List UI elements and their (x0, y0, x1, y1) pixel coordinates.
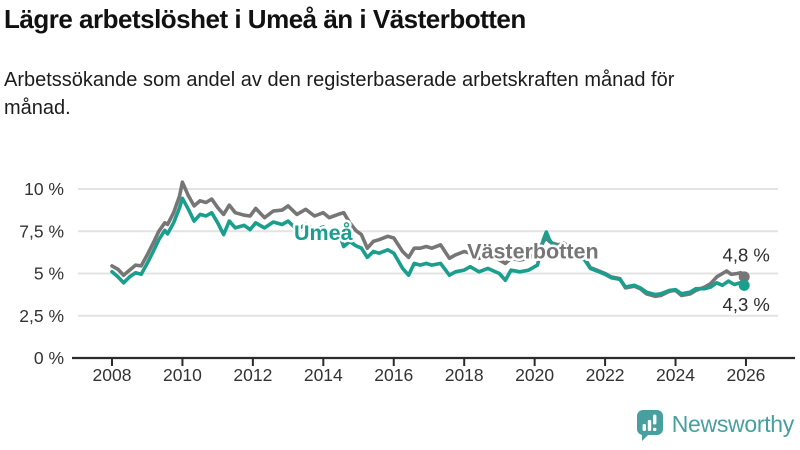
y-axis-tick-label: 5 % (34, 264, 64, 284)
brand-name: Newsworthy (671, 411, 795, 437)
speech-bubble-bar-chart-exclamation-icon (636, 410, 663, 441)
series-end-dot (738, 271, 750, 283)
chart-subtitle: Arbetssökande som andel av den registerb… (4, 69, 675, 119)
y-axis-tick-label: 7,5 % (19, 221, 64, 241)
x-axis-tick-label: 2026 (726, 365, 765, 385)
end-value-label: 4,8 % (723, 244, 770, 265)
newsworthy-logo: Newsworthy (635, 408, 794, 442)
vasterbotten-line (110, 180, 747, 299)
x-axis-tick-label: 2010 (163, 365, 202, 385)
x-axis-tick-label: 2008 (93, 365, 132, 385)
x-axis-tick-label: 2022 (586, 365, 625, 385)
x-axis-tick-label: 2014 (304, 365, 343, 385)
page-title: Lägre arbetslöshet i Umeå än i Västerbot… (4, 4, 526, 34)
x-axis-tick-label: 2012 (233, 365, 272, 385)
x-axis-tick-label: 2020 (515, 365, 554, 385)
end-value-label: 4,3 % (723, 294, 770, 315)
x-axis-tick-label: 2024 (656, 365, 695, 385)
umea-line (110, 196, 747, 297)
x-axis-tick-label: 2018 (445, 365, 484, 385)
y-axis-tick-label: 10 % (24, 179, 64, 199)
y-axis-tick-label: 0 % (34, 348, 64, 368)
series-end-dot (738, 279, 750, 291)
x-axis-tick-label: 2016 (374, 365, 413, 385)
series-name-label: Umeå (294, 221, 354, 245)
y-axis-tick-label: 2,5 % (19, 306, 64, 326)
series-name-label: Västerbotten (467, 240, 598, 264)
